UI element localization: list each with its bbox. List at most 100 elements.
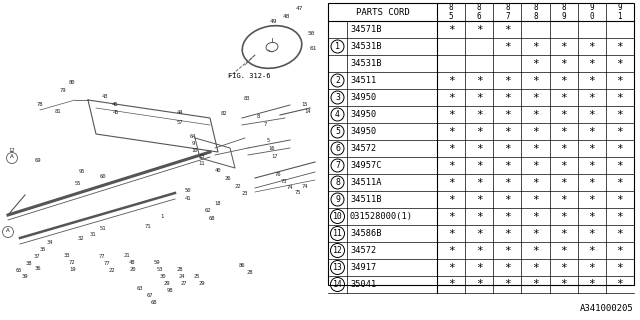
Text: *: * [448,212,454,221]
Text: *: * [476,178,483,188]
Text: 23: 23 [242,191,248,196]
Text: 57: 57 [177,120,183,125]
Text: *: * [560,126,567,137]
Text: *: * [588,126,595,137]
Text: 61: 61 [309,46,317,51]
Text: *: * [448,161,454,171]
Text: 69: 69 [35,158,41,163]
Text: 45: 45 [113,110,119,115]
Text: *: * [448,195,454,204]
Text: *: * [560,92,567,102]
Text: *: * [476,228,483,238]
Text: 8
7: 8 7 [505,3,509,21]
Text: *: * [532,161,539,171]
Text: *: * [476,195,483,204]
Text: *: * [588,212,595,221]
Bar [0,0,325,310]
Text: 29: 29 [164,281,170,286]
Text: 8
6: 8 6 [477,3,481,21]
Text: PARTS CORD: PARTS CORD [356,7,410,17]
Text: *: * [560,161,567,171]
Text: 11: 11 [199,161,205,166]
Text: *: * [476,262,483,273]
Text: 2: 2 [335,76,340,85]
Text: *: * [560,212,567,221]
Text: *: * [616,228,623,238]
Text: 38: 38 [26,261,32,266]
Text: 24: 24 [179,274,185,279]
Text: 34511: 34511 [350,76,376,85]
Text: 14: 14 [333,280,342,289]
Text: 60: 60 [100,174,106,179]
Text: *: * [560,228,567,238]
Text: *: * [448,143,454,154]
Text: *: * [532,109,539,119]
Text: *: * [588,245,595,255]
Text: 41: 41 [185,196,191,201]
Text: *: * [504,143,511,154]
Text: 26: 26 [225,176,231,181]
Text: *: * [504,212,511,221]
Text: *: * [504,161,511,171]
Text: *: * [616,195,623,204]
Text: 34531B: 34531B [350,59,381,68]
Text: 55: 55 [75,181,81,186]
Text: *: * [504,126,511,137]
Text: 8
9: 8 9 [561,3,566,21]
Text: *: * [448,262,454,273]
Text: *: * [616,42,623,52]
Text: *: * [532,42,539,52]
Text: *: * [448,109,454,119]
Text: 35: 35 [40,247,46,252]
Text: 15: 15 [301,102,308,107]
Text: A341000205: A341000205 [580,304,634,313]
Text: *: * [476,212,483,221]
Text: *: * [504,195,511,204]
Text: 33: 33 [64,253,70,258]
Text: 13: 13 [333,263,342,272]
Text: 76: 76 [275,172,281,177]
Text: 98: 98 [167,288,173,293]
Text: 64: 64 [189,134,196,139]
Text: 68: 68 [209,216,215,221]
Text: 11: 11 [333,229,342,238]
Text: 49: 49 [269,19,276,24]
Text: *: * [504,76,511,85]
Text: *: * [448,245,454,255]
Text: *: * [560,279,567,290]
Text: *: * [532,279,539,290]
Text: 36: 36 [35,266,41,271]
Text: *: * [476,143,483,154]
Text: *: * [532,228,539,238]
Text: 9: 9 [335,195,340,204]
Text: 53: 53 [157,267,163,272]
Text: *: * [616,279,623,290]
Text: *: * [616,143,623,154]
Text: *: * [504,92,511,102]
Text: 86: 86 [239,263,245,268]
Text: 50: 50 [185,188,191,193]
Text: 63: 63 [137,286,143,291]
Text: *: * [560,76,567,85]
Text: 31: 31 [90,232,96,237]
Text: 65: 65 [16,268,22,273]
Text: 72: 72 [68,260,76,265]
Text: *: * [532,195,539,204]
Text: 9
0: 9 0 [589,3,594,21]
Text: 20: 20 [130,267,136,272]
Text: *: * [532,126,539,137]
Text: *: * [560,59,567,68]
Text: *: * [588,109,595,119]
Text: 77: 77 [104,261,110,266]
Text: *: * [616,76,623,85]
Text: 19: 19 [70,267,76,272]
Text: 68: 68 [151,300,157,305]
Text: *: * [560,178,567,188]
Text: *: * [448,178,454,188]
Text: *: * [588,195,595,204]
Text: *: * [532,245,539,255]
Text: 22: 22 [235,184,241,189]
Text: 34950: 34950 [350,93,376,102]
Text: *: * [504,245,511,255]
Text: *: * [504,279,511,290]
